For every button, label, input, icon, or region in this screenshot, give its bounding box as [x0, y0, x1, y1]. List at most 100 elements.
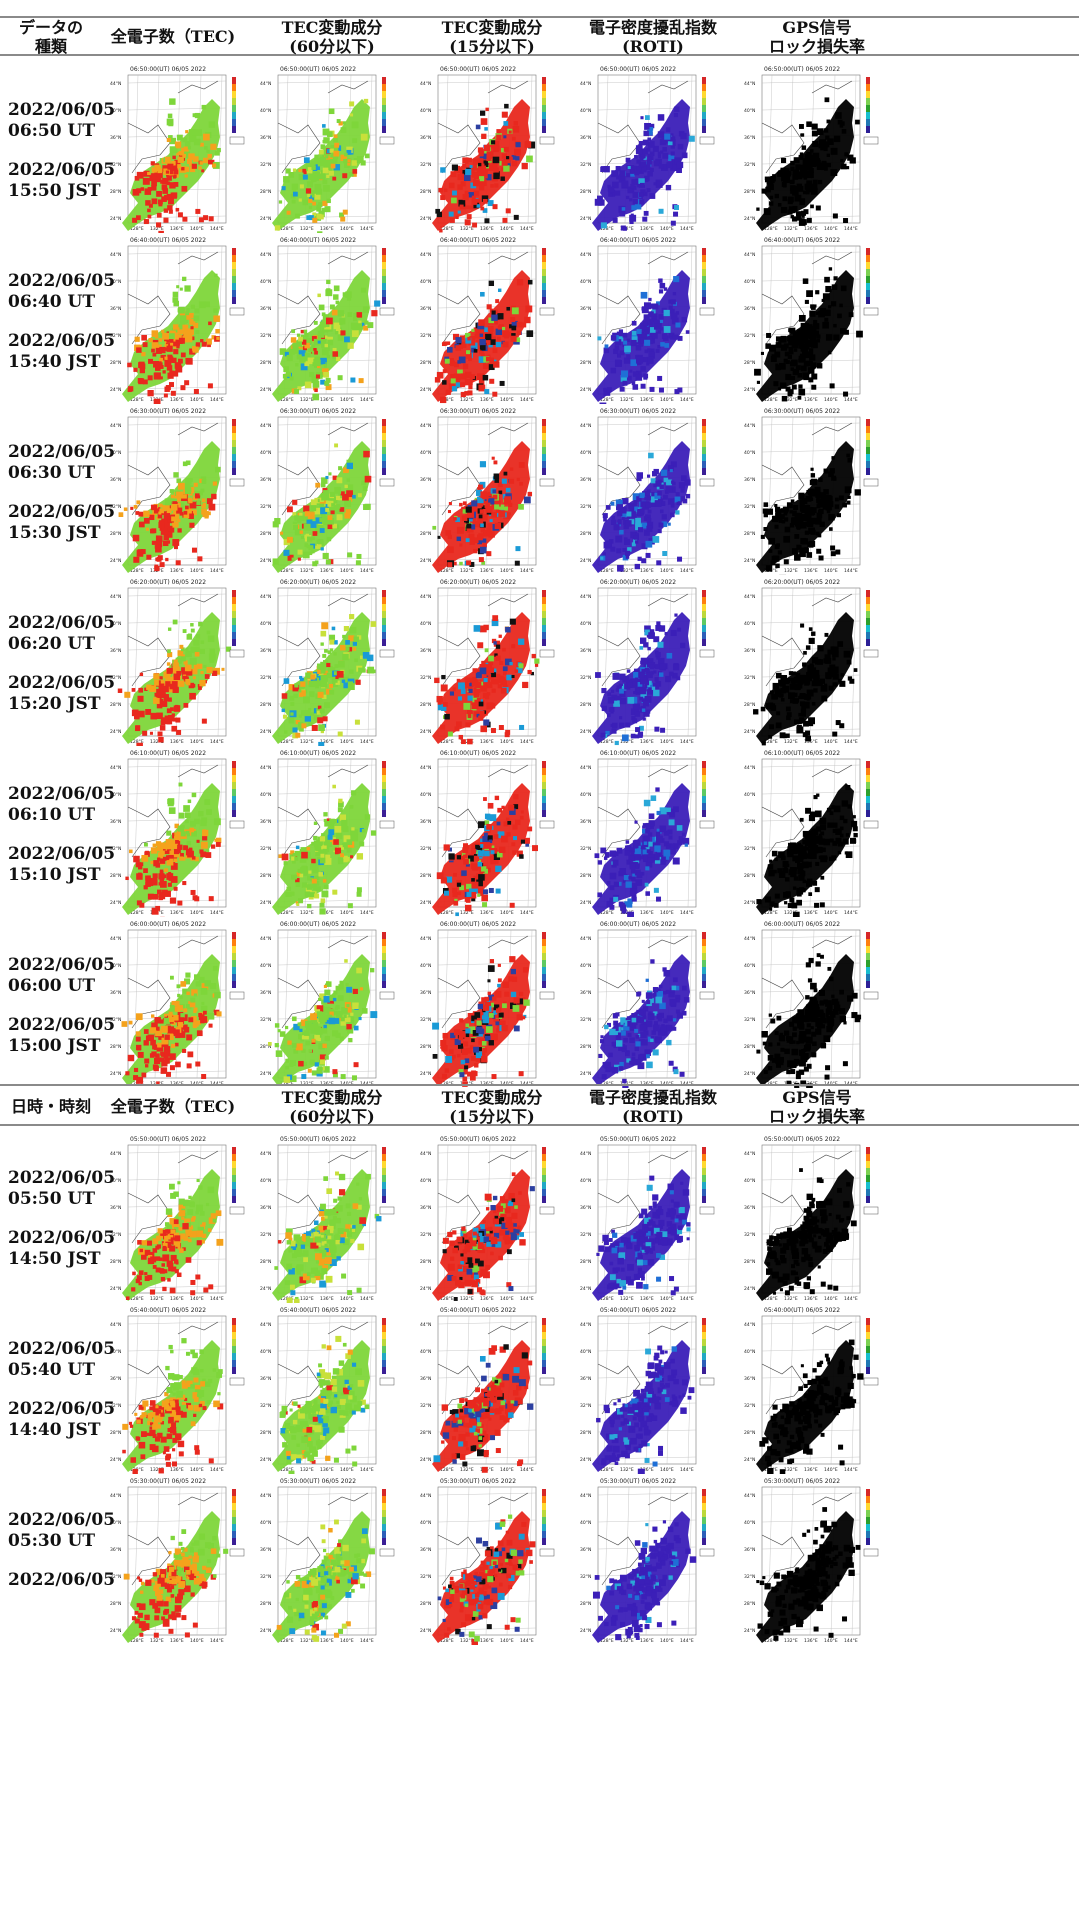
data-cell [299, 856, 307, 863]
data-cell [195, 342, 201, 347]
island-cell [640, 383, 646, 389]
data-cell [631, 320, 637, 326]
data-cell [477, 517, 484, 524]
island-cell [450, 378, 456, 384]
data-cell [202, 133, 210, 141]
data-cell [173, 851, 180, 858]
data-cell [635, 517, 641, 524]
dtec15-map: 06:50:00(UT) 06/05 2022 44°N 40°N 36°N 32°N 2… [418, 63, 556, 233]
data-cell [788, 196, 794, 203]
data-cell [135, 1013, 143, 1021]
lat-label: 24°N [420, 900, 431, 906]
data-cell [839, 842, 844, 846]
colorbar-segment [702, 810, 706, 817]
data-cell [173, 349, 179, 355]
data-cell [314, 497, 320, 504]
data-cell [299, 184, 304, 189]
data-cell [609, 897, 614, 902]
data-cell [503, 471, 508, 476]
data-cell [295, 882, 301, 887]
data-cell [519, 815, 524, 820]
data-cell [836, 513, 842, 518]
data-cell [349, 626, 357, 634]
data-cell [810, 161, 817, 167]
data-cell [813, 669, 820, 676]
data-cell [181, 185, 188, 192]
lat-label: 44°N [420, 594, 431, 600]
data-cell [806, 342, 812, 347]
data-cell [166, 365, 173, 371]
lon-label: 144°E [680, 910, 694, 916]
data-cell [185, 505, 189, 510]
data-cell [443, 188, 448, 193]
data-cell [153, 1046, 158, 1050]
data-cell [641, 332, 648, 339]
data-cell [192, 676, 196, 680]
data-cell [788, 671, 793, 676]
data-cell [634, 839, 641, 846]
data-cell [646, 159, 652, 165]
data-cell [289, 853, 296, 860]
data-cell [825, 285, 832, 293]
data-cell [688, 135, 695, 142]
data-cell [634, 155, 638, 159]
data-cell [618, 336, 624, 342]
data-cell [180, 352, 186, 358]
data-cell [289, 695, 295, 701]
data-cell [494, 653, 498, 657]
data-cell [684, 843, 688, 847]
colorbar-segment [866, 105, 870, 112]
data-cell [486, 151, 494, 159]
data-cell [486, 867, 491, 873]
data-cell [830, 147, 838, 155]
data-cell [445, 530, 452, 536]
data-cell [171, 192, 178, 198]
data-cell [324, 702, 331, 709]
data-cell [315, 356, 320, 361]
data-cell [308, 551, 313, 556]
data-cell [833, 323, 837, 328]
colorbar-segment [866, 440, 870, 447]
data-cell [646, 517, 652, 523]
data-cell [325, 504, 332, 511]
data-cell [143, 1029, 149, 1034]
data-cell [288, 717, 295, 724]
data-cell [207, 343, 211, 348]
data-cell [668, 305, 673, 310]
colorbar-segment [542, 297, 546, 304]
data-cell [309, 864, 316, 870]
data-cell [346, 478, 351, 482]
data-cell [462, 363, 469, 370]
data-cell [314, 875, 320, 881]
data-cell [161, 700, 168, 707]
data-cell [473, 520, 480, 528]
data-cell [478, 319, 485, 326]
data-cell [634, 848, 642, 856]
data-cell [335, 504, 341, 509]
data-cell [766, 332, 772, 338]
data-cell [669, 671, 674, 677]
data-cell [791, 384, 797, 390]
data-cell [789, 683, 796, 690]
data-cell [321, 833, 325, 837]
data-cell [477, 821, 485, 829]
data-cell [476, 879, 483, 887]
colorbar-segment [866, 639, 870, 646]
data-cell [802, 171, 808, 178]
data-cell [471, 878, 475, 882]
data-cell [204, 301, 210, 308]
data-cell [516, 279, 524, 286]
data-cell [853, 832, 858, 838]
colorbar-segment [866, 255, 870, 262]
island-cell [447, 562, 453, 568]
colorbar-segment [866, 632, 870, 639]
data-cell [631, 876, 636, 882]
data-cell [472, 179, 480, 187]
data-cell [522, 681, 529, 689]
column-header-line1: TEC変動成分 [281, 18, 383, 37]
data-cell [527, 279, 533, 285]
data-cell [165, 681, 171, 687]
data-cell [469, 537, 475, 542]
tec-map-image: 06:40:00(UT) 06/05 202244°N40°N36°N32°N2… [110, 237, 245, 404]
colorbar-segment [382, 761, 386, 768]
